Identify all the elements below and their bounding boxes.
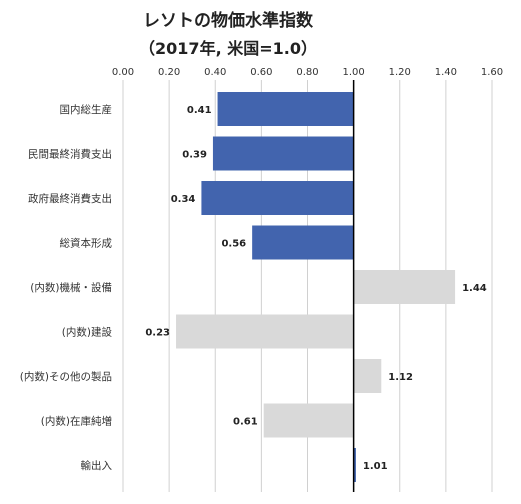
value-label-8: 1.01 bbox=[363, 461, 388, 472]
x-tick-label-7: 1.40 bbox=[435, 67, 457, 78]
value-label-0: 0.41 bbox=[187, 105, 212, 116]
category-label-1: 民間最終消費支出 bbox=[28, 148, 112, 161]
bar-0 bbox=[217, 92, 354, 126]
bar-7 bbox=[263, 403, 354, 438]
bar-8 bbox=[353, 448, 356, 482]
bar-6 bbox=[353, 359, 382, 393]
category-label-6: (内数)その他の製品 bbox=[20, 370, 112, 383]
value-label-7: 0.61 bbox=[233, 417, 258, 428]
category-label-8: 輸出入 bbox=[81, 459, 113, 472]
value-label-3: 0.56 bbox=[221, 239, 246, 250]
bar-4 bbox=[353, 270, 456, 304]
x-tick-label-6: 1.20 bbox=[389, 67, 411, 78]
category-label-3: 総資本形成 bbox=[60, 237, 113, 250]
x-tick-label-3: 0.60 bbox=[250, 67, 272, 78]
category-label-7: (内数)在庫純増 bbox=[41, 415, 112, 428]
chart-subtitle: （2017年, 米国=1.0） bbox=[139, 39, 317, 58]
bar-3 bbox=[252, 225, 354, 260]
value-label-1: 0.39 bbox=[182, 150, 207, 161]
chart-title: レソトの物価水準指数 bbox=[143, 10, 314, 31]
x-tick-label-1: 0.20 bbox=[158, 67, 180, 78]
value-label-4: 1.44 bbox=[462, 283, 487, 294]
value-label-5: 0.23 bbox=[145, 328, 170, 339]
x-tick-label-0: 0.00 bbox=[112, 67, 134, 78]
bar-1 bbox=[212, 136, 354, 171]
category-label-0: 国内総生産 bbox=[60, 103, 113, 116]
category-label-5: (内数)建設 bbox=[62, 326, 113, 339]
x-tick-label-5: 1.00 bbox=[342, 67, 364, 78]
x-tick-label-2: 0.40 bbox=[204, 67, 226, 78]
x-tick-label-4: 0.80 bbox=[296, 67, 318, 78]
bar-2 bbox=[201, 181, 354, 215]
value-label-2: 0.34 bbox=[171, 194, 196, 205]
category-label-4: (内数)機械・設備 bbox=[30, 281, 112, 294]
bars bbox=[176, 92, 456, 482]
value-label-6: 1.12 bbox=[388, 372, 413, 383]
x-axis-ticks: 0.00 0.20 0.40 0.60 0.80 1.00 1.20 1.40 1.60 bbox=[112, 67, 503, 78]
value-labels: 0.41 0.39 0.34 0.56 1.44 0.23 1.12 0.61 1.01 bbox=[145, 105, 486, 472]
x-tick-label-8: 1.60 bbox=[481, 67, 503, 78]
bar-5 bbox=[176, 314, 354, 349]
category-label-2: 政府最終消費支出 bbox=[28, 192, 112, 205]
